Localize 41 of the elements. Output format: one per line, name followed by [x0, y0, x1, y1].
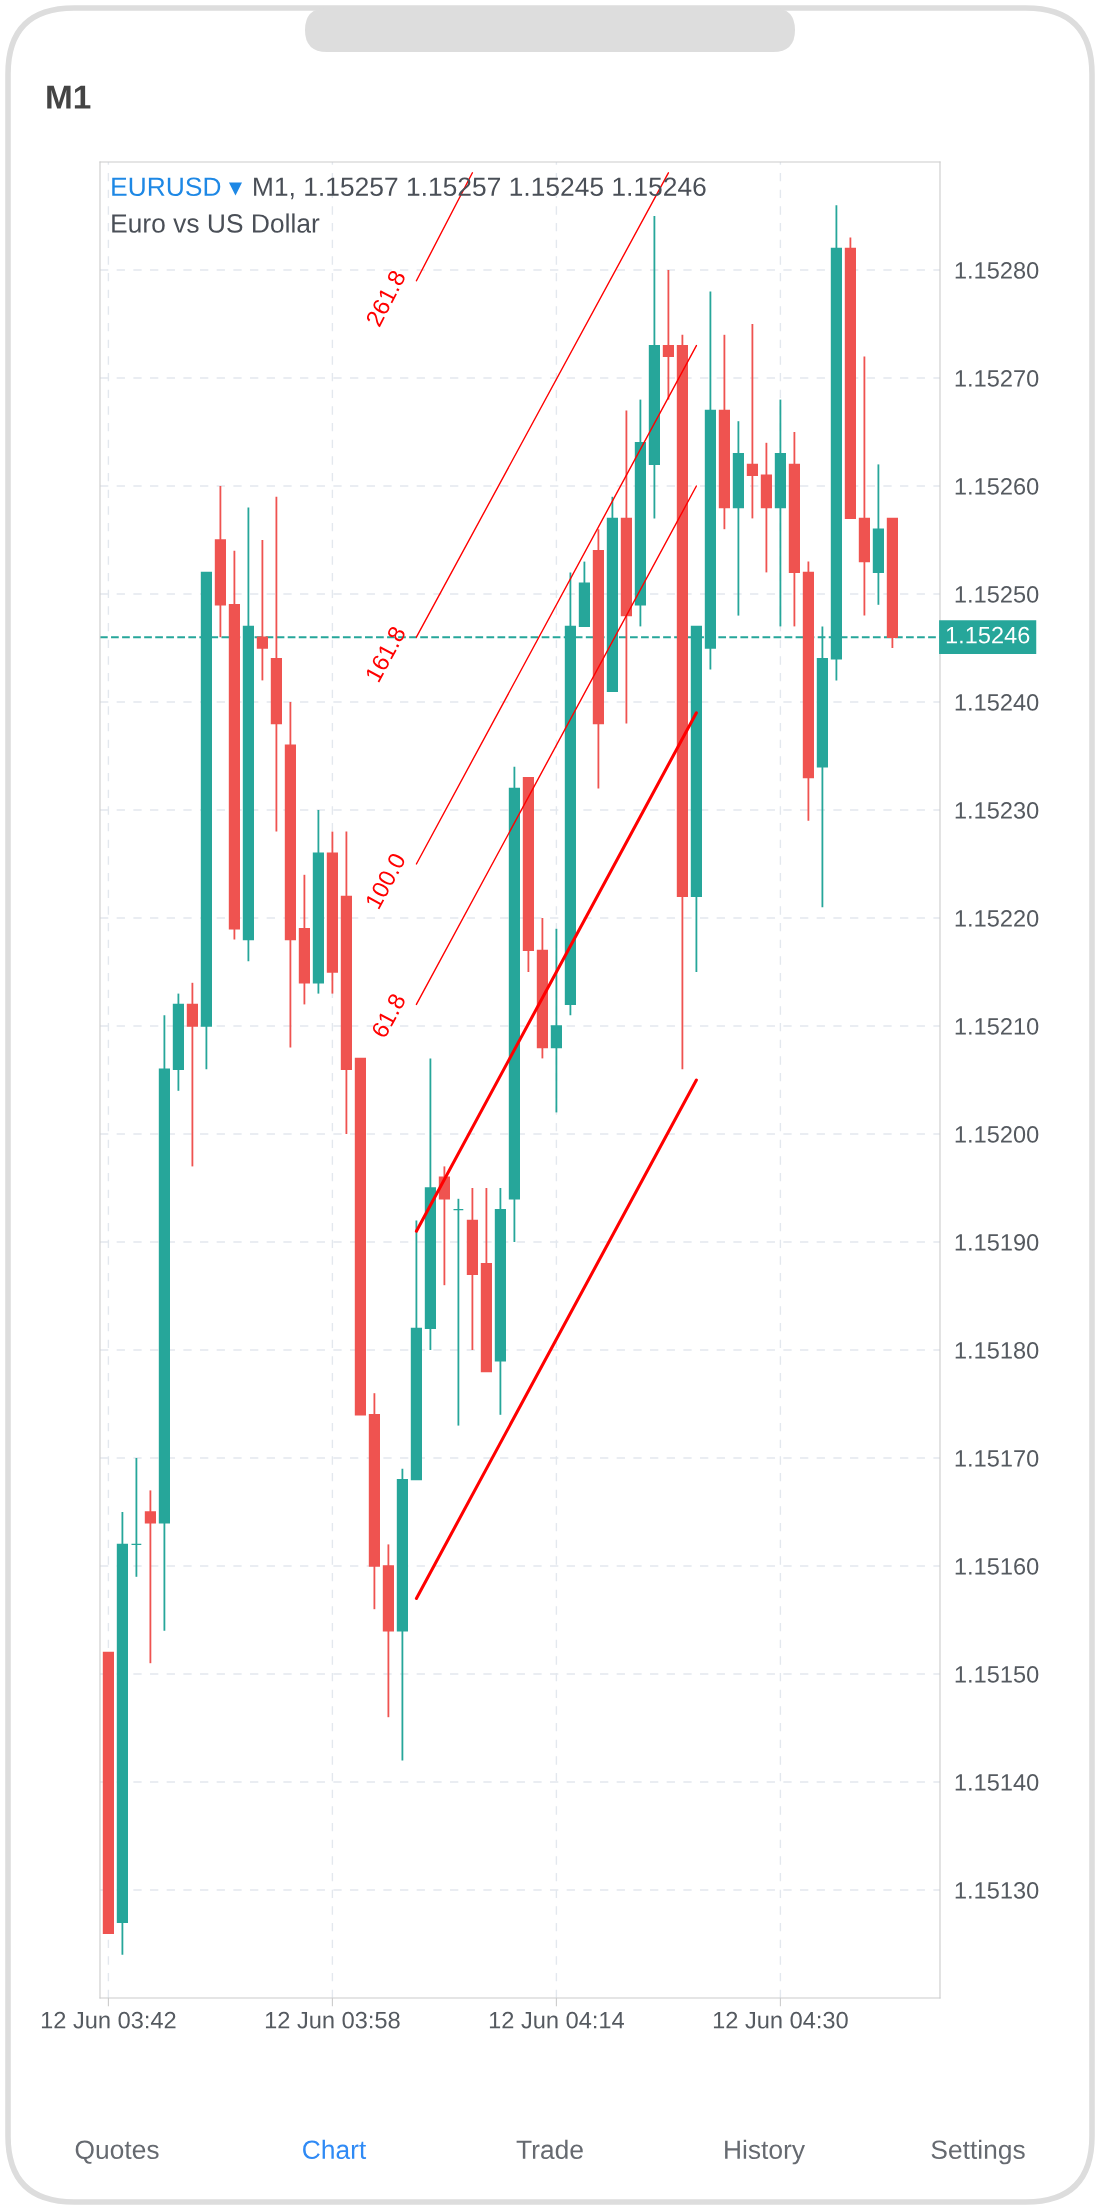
text: 100.0	[364, 851, 407, 910]
candlestick	[452, 1197, 464, 1427]
y-tick-label: 1.15270	[955, 370, 1039, 387]
candlestick	[144, 1489, 156, 1665]
text: 61.8	[370, 992, 407, 1039]
y-tick-label: 1.15260	[955, 478, 1039, 495]
y-tick-label: 1.15200	[955, 1126, 1039, 1143]
candlestick	[662, 269, 674, 401]
chart-title: EURUSD ▾	[112, 177, 243, 197]
ref-line-label: 1.15246	[946, 626, 1030, 644]
y-tick-label: 1.15220	[955, 910, 1039, 927]
candlestick	[550, 927, 562, 1114]
x-tick-label: 12 Jun 03:58	[265, 2011, 400, 2029]
text: Chart	[303, 2139, 367, 2160]
text: Euro vs US Dollar	[112, 213, 320, 233]
y-tick-label: 1.15230	[955, 802, 1039, 819]
text: History	[725, 2139, 805, 2165]
candlestick	[256, 539, 268, 682]
y-tick-label: 1.15130	[955, 1882, 1039, 1899]
y-tick-label: 1.15170	[955, 1450, 1039, 1467]
text: Quotes	[75, 2140, 159, 2164]
x-tick-label: 12 Jun 04:14	[489, 2011, 624, 2029]
y-tick-label: 1.15160	[955, 1558, 1039, 1575]
text: Settings	[931, 2139, 1025, 2165]
y-tick-label: 1.15180	[955, 1342, 1039, 1359]
candlestick	[130, 1457, 142, 1578]
text: Trade	[516, 2139, 583, 2160]
y-tick-label: 1.15240	[955, 694, 1039, 711]
text: M1	[47, 85, 91, 109]
candlestick	[186, 981, 198, 1168]
y-tick-label: 1.15250	[955, 586, 1039, 603]
x-tick-label: 12 Jun 04:30	[713, 2011, 848, 2029]
y-tick-label: 1.15210	[955, 1018, 1039, 1035]
y-tick-label: 1.15280	[955, 262, 1039, 279]
candlestick	[746, 323, 758, 520]
y-tick-label: 1.15150	[955, 1666, 1039, 1683]
x-tick-label: 12 Jun 03:42	[41, 2011, 176, 2029]
y-tick-label: 1.15190	[955, 1234, 1039, 1251]
y-tick-label: 1.15140	[955, 1774, 1039, 1791]
text: 261.8	[365, 269, 407, 328]
text: 161.8	[364, 625, 407, 683]
